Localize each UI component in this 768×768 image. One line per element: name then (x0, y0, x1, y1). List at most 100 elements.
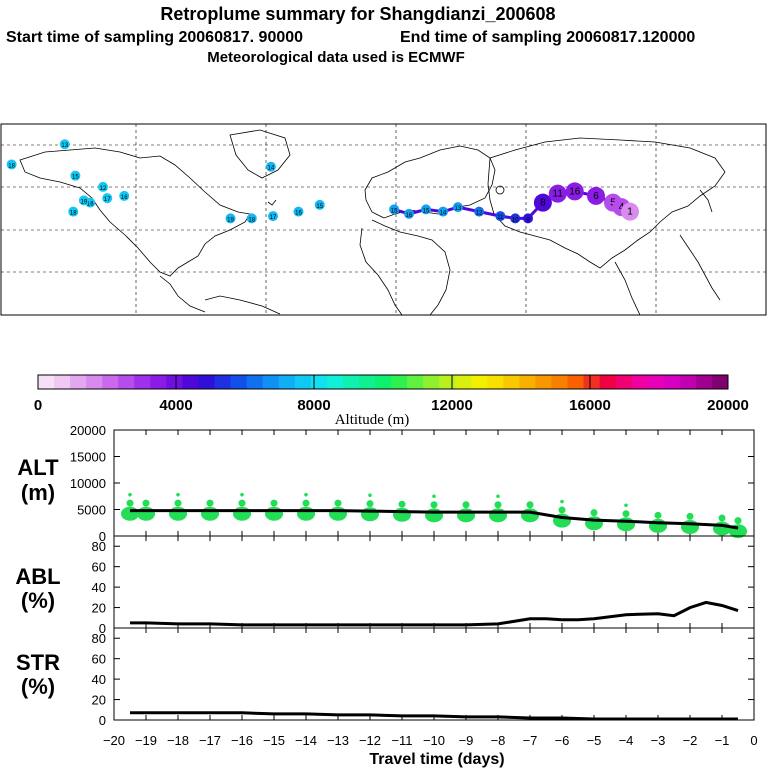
str-panel-label: STR (16, 650, 60, 675)
trajectory-marker-label: 6 (593, 191, 599, 202)
alt-scatter-point (617, 517, 635, 532)
colorbar-cell (599, 375, 617, 389)
alt-scatter-point (494, 501, 502, 509)
alt-panel-label: ALT (17, 455, 59, 480)
alt-scatter-point (142, 499, 150, 507)
trajectory-marker-label: 16 (87, 202, 94, 208)
trajectory-marker (246, 213, 257, 224)
colorbar-cell (310, 375, 328, 389)
alt-scatter-point (622, 510, 630, 518)
colorbar-cell (38, 375, 55, 389)
sampling-end-label: End time of sampling 20060817.120000 (400, 29, 695, 46)
alt-scatter-point (126, 499, 134, 507)
colorbar-tick-label: 0 (34, 397, 42, 414)
alt-scatter-point (457, 508, 475, 523)
alt-scatter-point (368, 493, 372, 497)
alt-scatter-point (393, 507, 411, 522)
alt-unit-label: (m) (21, 480, 55, 505)
x-tick-label: −15 (263, 733, 285, 748)
y-tick-label: 40 (92, 580, 106, 595)
trajectory-marker (98, 181, 108, 192)
x-axis: −20 −19 −18 −17 −16 −15 −14 −13 −12 −11 −10 −9 −8 −7−… (103, 733, 758, 748)
trajectory-marker (548, 184, 567, 203)
alt-scatter-point (425, 508, 443, 523)
colorbar-cell (439, 375, 456, 389)
trajectory-marker-label: 15 (316, 204, 323, 210)
x-tick-label: −5 (587, 733, 602, 748)
trajectory-marker-label: 13 (455, 206, 462, 212)
alt-scatter-point (366, 500, 374, 508)
colorbar-cell (695, 375, 713, 389)
trajectory-marker-label: 11 (497, 215, 504, 221)
trajectory-marker-label: 4 (619, 202, 625, 213)
colorbar-cell (182, 375, 199, 389)
trajectory-marker (119, 190, 130, 201)
colorbar-cell (567, 375, 585, 389)
alt-scatter-point (240, 492, 244, 497)
x-tick-label: −10 (423, 733, 445, 748)
alt-scatter-point (121, 506, 139, 521)
colorbar-label: Altitude (m) (335, 412, 410, 428)
trajectory-marker (6, 159, 17, 170)
x-tick-label: −6 (555, 733, 570, 748)
x-tick-label: −13 (327, 733, 349, 748)
colorbar-cell (663, 375, 681, 389)
y-tick-label: 5000 (77, 503, 106, 518)
colorbar-cell (214, 375, 232, 389)
alt-scatter-point (430, 501, 438, 509)
abl-panel-label: ABL (15, 564, 60, 589)
alt-scatter-point (238, 499, 246, 507)
y-tick-label: 80 (92, 539, 106, 554)
colorbar-cell (86, 375, 103, 389)
trajectory-marker (102, 193, 113, 204)
colorbar-cell (294, 375, 312, 389)
trajectory-marker-label: 11 (553, 189, 564, 200)
trajectory-marker-label: 17 (270, 215, 277, 221)
trajectory-marker-label: 16 (295, 211, 302, 217)
chart-title: Retroplume summary for Shangdianzi_20060… (160, 4, 555, 24)
colorbar-cell (631, 375, 649, 389)
trajectory-marker-label: 18 (70, 211, 77, 217)
x-tick-label: −19 (135, 733, 157, 748)
x-tick-label: −14 (295, 733, 317, 748)
alt-scatter-point (329, 506, 347, 521)
alt-scatter-point (304, 492, 308, 497)
trajectory-marker-label: 15 (423, 208, 430, 214)
y-tick-label: 15000 (70, 450, 106, 465)
colorbar-cell (166, 375, 183, 389)
trajectory-marker-label: 16 (569, 186, 581, 197)
alt-scatter-point (686, 512, 694, 520)
colorbar-cell (358, 375, 376, 389)
trajectory-marker (68, 206, 79, 217)
trajectory-marker (78, 195, 89, 206)
trajectory-marker (404, 208, 414, 219)
colorbar-cell (503, 375, 520, 389)
colorbar-cell (583, 375, 601, 389)
colorbar-cell (150, 375, 167, 389)
trajectory-marker (452, 202, 463, 213)
y-tick-label: 20 (92, 693, 106, 708)
trajectory-marker-label: 18 (248, 217, 255, 223)
colorbar-cell (70, 375, 87, 389)
alt-scatter-point (265, 506, 283, 521)
alt-scatter-point (233, 506, 251, 521)
trajectory-marker-label: 12 (476, 211, 483, 217)
colorbar-tick-label: 20000 (707, 397, 749, 414)
abl-unit-label: (%) (21, 588, 55, 613)
trajectory-marker-label: 8 (540, 198, 546, 209)
alt-scatter-point (137, 506, 155, 521)
alt-scatter-point (496, 494, 500, 499)
trajectory-marker-label: 1 (627, 207, 633, 218)
trajectory-marker (474, 206, 485, 217)
colorbar-cell (342, 375, 360, 389)
x-tick-label: −4 (619, 733, 634, 748)
alt-scatter-point (681, 519, 699, 534)
trajectory-marker (59, 139, 70, 150)
trajectory-marker-label: 19 (81, 199, 88, 205)
x-tick-label: 0 (750, 733, 757, 748)
str-panel-frame (113, 627, 755, 721)
y-tick-label: 20 (92, 601, 106, 616)
trajectory-marker (533, 193, 552, 212)
